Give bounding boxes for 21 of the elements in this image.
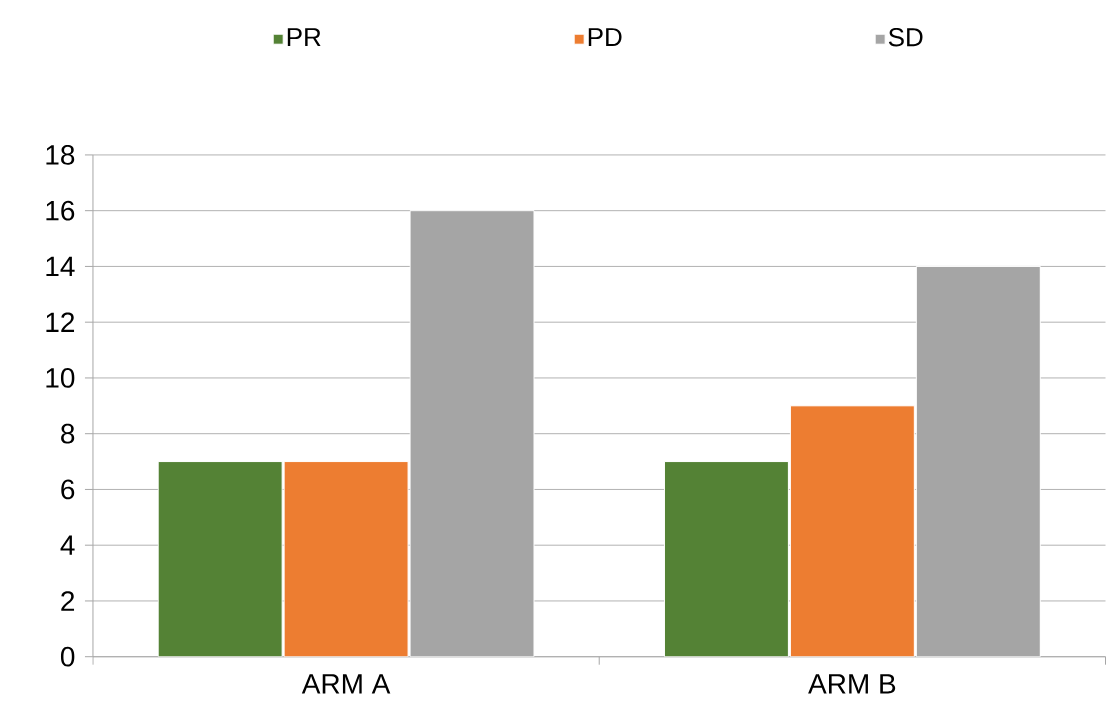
y-tick-label: 12 <box>46 312 75 333</box>
y-tick-label: 6 <box>61 479 75 500</box>
bar <box>409 210 535 657</box>
bar <box>283 461 409 657</box>
bar <box>663 461 789 657</box>
bar <box>915 266 1041 657</box>
bar <box>789 405 915 657</box>
legend-label: PD <box>588 28 622 47</box>
y-tick-label: 14 <box>46 256 75 277</box>
y-tick-label: 8 <box>61 423 75 444</box>
legend-label: PR <box>287 28 321 47</box>
y-tick-label: 4 <box>60 535 75 555</box>
y-tick-label: 2 <box>61 591 75 611</box>
bar <box>157 461 283 657</box>
y-tick-label: 16 <box>46 200 75 221</box>
y-tick-label: 10 <box>46 368 75 388</box>
legend-label: SD <box>888 28 923 47</box>
x-tick-label: ARM A <box>301 674 391 694</box>
x-tick-label: ARM B <box>808 674 896 694</box>
y-tick-label: 18 <box>46 145 75 165</box>
y-tick-label: 0 <box>60 646 75 667</box>
